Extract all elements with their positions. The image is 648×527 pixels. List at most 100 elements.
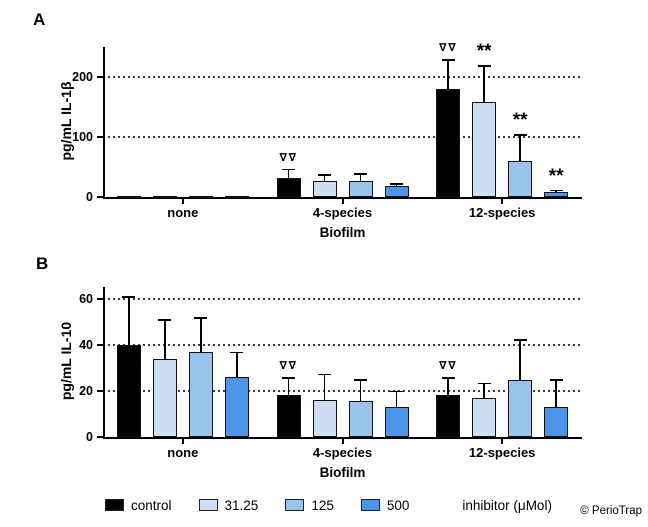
error-cap-control-12-species: [441, 377, 455, 379]
x-axis: [103, 437, 582, 439]
bar-control-none: [116, 344, 141, 437]
bar-control-4-species: [276, 177, 301, 197]
significance-asterisks: **: [476, 41, 492, 62]
significance-nabla: ∇∇: [279, 360, 298, 372]
error-cap-31.25-12-species: [477, 382, 491, 385]
y-tick-20: [97, 389, 103, 392]
panel-b-label: B: [36, 254, 49, 273]
error-cap-control-4-species: [282, 377, 295, 379]
error-bar-125-12-species: [519, 134, 521, 161]
error-cap-125-12-species: [513, 134, 527, 136]
y-tick-100: [97, 136, 103, 138]
error-bar-125-none: [200, 317, 202, 352]
bar-control-4-species: [276, 395, 301, 437]
x-axis: [103, 197, 582, 199]
error-cap-125-12-species: [513, 338, 527, 341]
y-tick-label-60: 60: [79, 291, 93, 306]
y-tick-0: [97, 436, 103, 438]
gridline-40: [103, 343, 582, 346]
legend-label: 500: [386, 497, 410, 513]
bar-125-4-species: [348, 180, 373, 197]
category-label-12-species: 12-species: [468, 445, 536, 460]
y-tick-label-0: 0: [86, 190, 93, 204]
error-cap-125-4-species: [354, 379, 367, 381]
category-label-12-species: 12-species: [468, 205, 536, 220]
bar-control-12-species: [436, 89, 461, 197]
x-tick-4-species: [341, 199, 344, 204]
error-bar-125-4-species: [359, 379, 362, 402]
category-label-none: none: [167, 205, 199, 220]
error-cap-control-12-species: [441, 59, 455, 61]
bar-control-12-species: [436, 395, 461, 437]
significance-nabla: ∇∇: [438, 360, 458, 372]
y-axis: [103, 47, 105, 199]
bar-31.25-4-species: [312, 400, 337, 437]
significance-asterisks: **: [548, 165, 564, 187]
x-tick-12-species: [501, 439, 504, 444]
error-bar-31.25-12-species: [483, 65, 485, 103]
error-bar-control-12-species: [447, 59, 449, 89]
y-tick-200: [97, 76, 103, 78]
bar-500-4-species: [384, 407, 409, 437]
error-bar-31.25-4-species: [323, 174, 326, 181]
error-cap-31.25-none: [158, 319, 172, 321]
bar-500-4-species: [384, 186, 409, 197]
legend-item-control: control: [105, 498, 172, 513]
error-bar-500-4-species: [395, 390, 398, 407]
bar-500-12-species: [544, 407, 569, 437]
y-tick-label-20: 20: [79, 383, 93, 398]
y-tick-label-40: 40: [79, 337, 93, 352]
error-cap-500-4-species: [390, 183, 403, 185]
gridline-100: [103, 136, 582, 138]
bar-500-12-species: [544, 192, 569, 197]
error-cap-125-none: [194, 317, 208, 319]
error-cap-control-4-species: [282, 168, 295, 171]
legend-item-500: 500: [360, 497, 410, 513]
significance-nabla: ∇∇: [279, 151, 298, 164]
y-tick-label-100: 100: [72, 130, 93, 144]
significance-nabla: ∇∇: [438, 42, 458, 54]
panel-a-label: A: [33, 10, 46, 29]
category-label-4-species: 4-species: [312, 205, 373, 220]
bar-31.25-12-species: [472, 397, 497, 437]
legend-swatch-500: [360, 499, 380, 511]
bar-125-4-species: [348, 401, 373, 437]
x-axis-title: Biofilm: [319, 225, 366, 240]
y-tick-40: [97, 343, 103, 346]
bar-125-12-species: [508, 380, 533, 437]
bar-500-none: [224, 196, 249, 199]
y-tick-0: [97, 196, 103, 198]
error-cap-500-12-species: [549, 189, 563, 192]
error-cap-500-none: [230, 351, 244, 354]
error-bar-control-4-species: [287, 377, 290, 396]
error-cap-control-none: [122, 296, 136, 298]
error-bar-125-12-species: [519, 338, 521, 381]
gridline-200: [103, 76, 582, 78]
legend-swatch-31.25: [198, 499, 218, 511]
error-bar-500-12-species: [555, 379, 557, 407]
x-axis-title: Biofilm: [319, 465, 366, 480]
y-tick-label-200: 200: [72, 70, 93, 84]
x-tick-none: [181, 439, 184, 444]
error-bar-control-4-species: [287, 168, 290, 178]
y-tick-60: [97, 297, 103, 300]
error-cap-500-4-species: [390, 390, 403, 393]
error-bar-125-4-species: [359, 173, 362, 181]
bar-125-12-species: [508, 161, 533, 197]
error-cap-31.25-12-species: [477, 65, 491, 67]
error-cap-125-4-species: [354, 173, 367, 175]
error-cap-31.25-4-species: [318, 174, 331, 176]
gridline-20: [103, 389, 582, 392]
bar-125-none: [188, 196, 213, 199]
error-bar-500-12-species: [555, 189, 557, 193]
category-label-4-species: 4-species: [312, 445, 373, 460]
copyright-credit: © PerioTrap: [580, 505, 642, 517]
legend: control 31.25 125 500 inhibitor (μMol): [105, 495, 552, 515]
legend-swatch-125: [285, 499, 305, 511]
legend-label: control: [131, 497, 172, 513]
legend-label: 31.25: [224, 497, 259, 513]
legend-swatch-control: [105, 499, 124, 511]
category-label-none: none: [167, 445, 199, 460]
